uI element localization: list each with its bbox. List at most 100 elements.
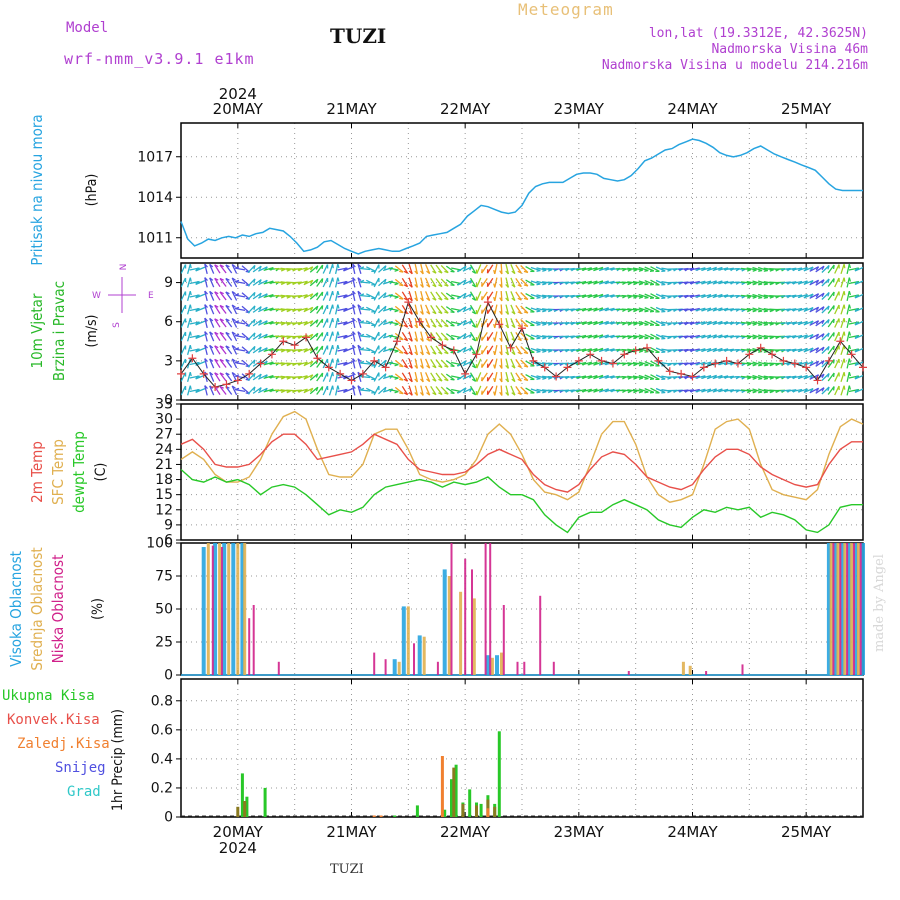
wind-arrow-head [399, 284, 404, 287]
wind-arrow [401, 304, 409, 315]
wind-arrow-head [383, 278, 387, 284]
wind-arrow [827, 386, 835, 395]
wind-arrow [598, 307, 609, 312]
wind-arrow-head [547, 309, 553, 313]
wind-arrow [510, 372, 516, 382]
wind-arrow [758, 334, 768, 339]
wind-arrow-head [337, 277, 340, 282]
wind-arrow [846, 331, 850, 342]
high-cloud-bar [861, 543, 865, 675]
wind-arrow [440, 264, 449, 274]
wind-arrow-head [758, 391, 763, 394]
wind-arrows [181, 263, 863, 396]
wind-arrow-head [309, 360, 314, 365]
wind-arrow [401, 277, 409, 288]
wind-arrow-head [644, 377, 649, 380]
wind-arrow [627, 375, 638, 379]
wind-arrow-head [848, 371, 852, 377]
wind-arrow [706, 307, 717, 312]
wind-arrow-head [536, 391, 541, 394]
wind-arrow [435, 291, 443, 301]
wind-arrow [815, 346, 825, 354]
wind-arrow-head [231, 317, 236, 322]
wind-arrow [204, 385, 208, 396]
wind-arrow [695, 307, 706, 312]
wind-arrow [241, 386, 251, 395]
wind-arrow-head [438, 324, 443, 328]
wind-arrow-head [821, 373, 825, 379]
wind-arrow-head [854, 321, 859, 326]
low-cloud-bar [471, 569, 473, 675]
wind-arrow-head [517, 378, 522, 382]
wind-arrow [564, 267, 575, 271]
wind-arrow-head [408, 392, 413, 396]
wind-arrow [204, 331, 208, 342]
wind-speed-marker [745, 350, 754, 359]
wind-arrow [827, 359, 835, 368]
wind-arrow [792, 267, 803, 271]
wind-arrow [598, 320, 609, 326]
mid-cloud-bar [857, 543, 860, 675]
wind-arrow-head [315, 386, 319, 392]
wind-arrow [343, 293, 353, 299]
wind-arrow-head [280, 390, 286, 394]
wind-arrow [536, 267, 547, 271]
wind-arrow-head [383, 359, 387, 365]
wind-arrow [797, 280, 808, 285]
altitude-label: Nadmorska Visina 46m [711, 42, 868, 57]
wind-arrow-head [444, 270, 449, 274]
wind-arrow [530, 334, 541, 339]
wind-speed-marker [529, 356, 538, 365]
wind-arrow-head [438, 297, 443, 301]
wind-arrow [414, 358, 419, 369]
wind-arrow-head [235, 320, 240, 323]
wind-arrow-head [359, 347, 365, 351]
wind-arrow [786, 389, 797, 392]
wind-arrow [840, 291, 845, 301]
wind-arrow [593, 307, 604, 312]
wind-arrow-head [209, 331, 214, 335]
wind-speed-marker [415, 317, 424, 326]
wind-speed-marker [756, 343, 765, 352]
wind-arrow [420, 385, 424, 396]
wind-arrow-head [633, 336, 638, 340]
wind-arrow [564, 321, 575, 325]
dewpt-line [180, 468, 863, 534]
wind-arrow [297, 321, 308, 325]
wind-arrow [536, 375, 547, 379]
wind-arrow [644, 333, 655, 340]
wind-arrow-head [280, 322, 286, 326]
wind-arrow-head [832, 318, 835, 323]
wind-arrow-head [769, 363, 774, 367]
wind-arrow [510, 264, 516, 274]
wind-arrow-head [420, 351, 424, 356]
wind-arrow [797, 388, 808, 393]
wind-arrow-head [536, 364, 541, 367]
wind-arrow [763, 335, 774, 338]
wind-arrow-head [399, 311, 404, 314]
wind-arrow [414, 263, 419, 275]
wind-arrow [780, 375, 791, 379]
wind-arrow [587, 334, 598, 339]
total-rain-bar [415, 805, 419, 817]
wind-arrow-head [493, 364, 496, 369]
wind-arrow-head [547, 377, 553, 380]
wind-arrow [821, 386, 830, 395]
total-rain-bar [245, 796, 249, 817]
wind-arrow [510, 331, 516, 342]
wind-arrow [827, 278, 835, 287]
wind-arrow [186, 345, 191, 355]
wind-arrow-head [517, 351, 522, 355]
wind-arrow [462, 279, 473, 286]
mid-cloud-bar [397, 661, 401, 675]
wind-arrow [758, 307, 768, 312]
y-tick-label: 24 [155, 442, 173, 458]
wind-arrow [235, 307, 246, 312]
total-rain-bar [454, 764, 458, 817]
wind-arrow [840, 318, 845, 328]
wind-arrow-head [843, 291, 846, 296]
wind-arrow-head [627, 376, 632, 380]
wind-arrow [505, 317, 510, 329]
wind-arrow [334, 317, 339, 329]
low-cloud-bar [852, 543, 855, 675]
